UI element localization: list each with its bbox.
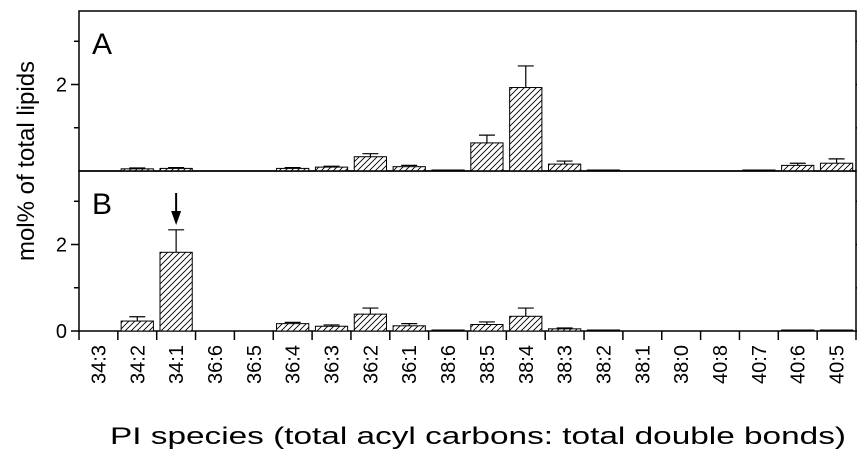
x-tick-label: 38:2	[593, 345, 615, 384]
bar-38-4	[509, 315, 543, 332]
x-tick-label: 40:8	[710, 345, 732, 384]
x-tick-label: 40:6	[788, 345, 810, 384]
x-tick-label: 40:7	[749, 345, 771, 384]
y-tick-label: 2	[56, 235, 67, 257]
bar-38-2	[586, 329, 621, 332]
x-axis-label: PI species (total acyl carbons: total do…	[110, 423, 846, 450]
x-tick-label: 38:1	[632, 345, 654, 384]
x-tick-label: 36:6	[205, 345, 227, 384]
x-tick-label: 36:5	[244, 345, 266, 384]
y-tick-label: 2	[56, 75, 67, 97]
x-tick-label: 36:2	[360, 345, 382, 384]
x-tick-label: 34:1	[166, 345, 188, 384]
panel-label: A	[92, 28, 112, 61]
bar-36-2	[353, 313, 387, 332]
bar-38-5	[470, 142, 504, 172]
bar-40-5	[819, 162, 854, 172]
plot-frame	[78, 10, 857, 172]
y-tick-label: 0	[56, 321, 67, 343]
bar-38-4	[509, 87, 543, 172]
x-tick-label: 36:1	[399, 345, 421, 384]
bar-34-1	[159, 251, 193, 332]
bar-40-5	[819, 329, 854, 332]
x-tick-label: 36:3	[322, 345, 344, 384]
x-tick-label: 38:4	[516, 345, 538, 384]
bar-36-1	[392, 325, 426, 332]
x-tick-label: 38:6	[438, 345, 460, 384]
bar-40-6	[781, 329, 815, 332]
panel-label: B	[92, 188, 112, 221]
x-tick-label: 36:4	[283, 345, 305, 384]
x-tick-label: 38:5	[477, 345, 499, 384]
bar-36-2	[353, 156, 387, 172]
x-tick-label: 38:0	[671, 345, 693, 384]
bar-38-5	[470, 324, 504, 332]
bar-38-3	[548, 163, 582, 172]
x-tick-label: 34:2	[127, 345, 149, 384]
panel-a: 2A	[56, 10, 857, 172]
bar-40-6	[781, 164, 815, 172]
bar-38-6	[431, 329, 465, 332]
arrow-marker	[171, 193, 182, 225]
bar-36-4	[276, 323, 310, 332]
bar-36-3	[314, 325, 349, 332]
y-axis-label: mol% of total lipids	[13, 61, 40, 261]
x-tick-label: 40:5	[827, 345, 849, 384]
plot-frame	[78, 170, 857, 332]
x-tick-label: 38:3	[555, 345, 577, 384]
panel-b: 0 2 B	[56, 170, 857, 343]
bar-38-3	[548, 328, 582, 332]
bar-34-2	[120, 320, 154, 332]
x-tick-label: 34:3	[88, 345, 110, 384]
